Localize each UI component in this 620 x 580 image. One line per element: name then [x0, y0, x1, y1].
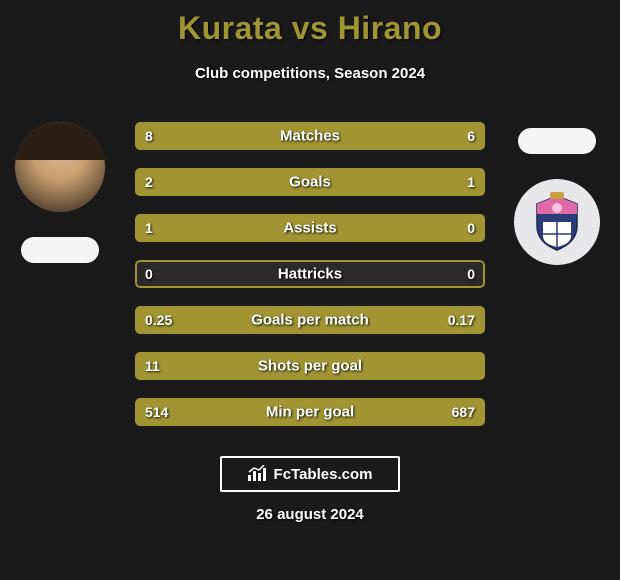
bar-fill-left [135, 398, 286, 426]
date-label: 26 august 2024 [256, 506, 364, 523]
bar-fill-left [135, 122, 335, 150]
bar-label: Hattricks [135, 266, 485, 283]
bar-fill-right [335, 122, 486, 150]
stat-bar: 0 0Hattricks [135, 260, 485, 288]
stat-bar: 514687Min per goal [135, 398, 485, 426]
comparison-card: Kurata vs Hirano Club competitions, Seas… [0, 0, 620, 580]
bar-value-left: 0 [145, 266, 153, 282]
comparison-row: 86Matches 21Goals 10Assists 0 0Hattricks 0.25… [0, 122, 620, 426]
player-left-avatar [15, 122, 105, 212]
player-left-flag [21, 237, 99, 263]
footer: FcTables.com 26 august 2024 [0, 456, 620, 523]
avatar-face [15, 122, 105, 212]
bar-fill-right [286, 398, 486, 426]
site-name: FcTables.com [274, 466, 373, 483]
stat-bar: 11Shots per goal [135, 352, 485, 380]
player-right-club-logo [514, 179, 600, 265]
stat-bar: 10Assists [135, 214, 485, 242]
bar-fill-left [135, 352, 485, 380]
avatar-hair [15, 122, 105, 160]
subtitle: Club competitions, Season 2024 [0, 65, 620, 82]
page-title: Kurata vs Hirano [0, 10, 620, 47]
club-crest [527, 192, 587, 252]
bar-fill-right [345, 306, 485, 334]
bar-value-right: 0 [467, 266, 475, 282]
crest-svg [527, 192, 587, 252]
site-badge[interactable]: FcTables.com [220, 456, 400, 492]
stat-bar: 86Matches [135, 122, 485, 150]
player-left-column [15, 122, 105, 263]
stat-bars: 86Matches 21Goals 10Assists 0 0Hattricks 0.25… [135, 122, 485, 426]
stat-bar: 21Goals [135, 168, 485, 196]
player-right-column [514, 122, 600, 290]
bar-fill-left [135, 306, 345, 334]
player-right-flag [518, 128, 596, 154]
stat-bar: 0.250.17Goals per match [135, 306, 485, 334]
bar-fill-left [135, 168, 370, 196]
bar-fill-left [135, 214, 485, 242]
bar-border [135, 260, 485, 288]
chart-icon [248, 465, 268, 484]
bar-fill-right [370, 168, 486, 196]
